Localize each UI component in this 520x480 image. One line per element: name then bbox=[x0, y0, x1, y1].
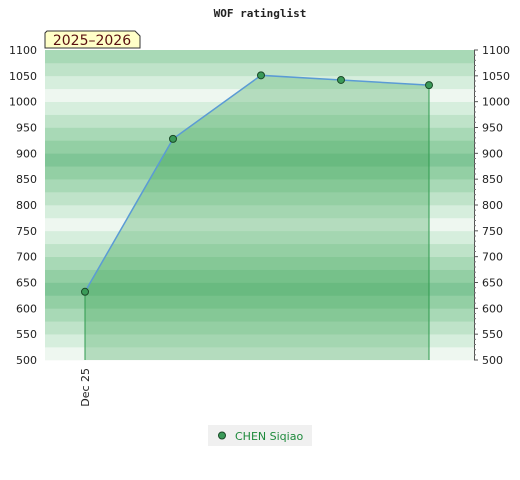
y-tick-label-right: 750 bbox=[482, 225, 503, 238]
background-band bbox=[45, 75, 474, 90]
background-band bbox=[45, 101, 474, 115]
background-band bbox=[45, 88, 474, 102]
y-tick-label-right: 850 bbox=[482, 173, 503, 186]
y-tick-label-left: 1050 bbox=[9, 70, 37, 83]
y-tick-label-right: 550 bbox=[482, 328, 503, 341]
y-tick-label-left: 950 bbox=[16, 122, 37, 135]
background-band bbox=[45, 295, 474, 309]
y-tick-label-right: 900 bbox=[482, 147, 503, 160]
legend: CHEN Siqiao bbox=[208, 425, 312, 446]
y-tick-label-right: 1100 bbox=[482, 44, 510, 57]
background-band bbox=[45, 140, 474, 154]
legend-series-label: CHEN Siqiao bbox=[235, 430, 303, 443]
y-tick-label-right: 500 bbox=[482, 354, 503, 367]
y-tick-label-right: 800 bbox=[482, 199, 503, 212]
background-band bbox=[45, 62, 474, 77]
y-tick-label-left: 650 bbox=[16, 277, 37, 290]
background-band bbox=[45, 192, 474, 206]
y-tick-label-right: 650 bbox=[482, 277, 503, 290]
background-band bbox=[45, 179, 474, 193]
y-axis-left: 500 550 600 650 700 750 800 850 900 950 1000 1050 11… bbox=[9, 44, 37, 367]
season-label: 2025–2026 bbox=[53, 33, 131, 49]
x-axis: Dec 25 bbox=[79, 368, 92, 407]
y-tick-label-left: 1100 bbox=[9, 44, 37, 57]
data-point bbox=[257, 71, 265, 80]
season-badge: 2025–2026 bbox=[44, 30, 141, 49]
background-band bbox=[45, 282, 474, 296]
season-badge-box bbox=[44, 30, 141, 49]
y-tick-label-right: 1050 bbox=[482, 70, 510, 83]
background-band bbox=[45, 230, 474, 245]
chart-title: WOF ratinglist bbox=[214, 7, 307, 20]
background-band bbox=[45, 50, 474, 64]
data-point bbox=[425, 81, 433, 90]
background-band bbox=[45, 269, 474, 283]
y-tick-label-left: 600 bbox=[16, 302, 37, 315]
data-point bbox=[81, 287, 89, 296]
y-tick-label-left: 800 bbox=[16, 199, 37, 212]
y-tick-label-right: 950 bbox=[482, 122, 503, 135]
y-tick-label-left: 1000 bbox=[9, 96, 37, 109]
data-point bbox=[337, 75, 345, 84]
legend-marker bbox=[218, 431, 226, 440]
background-band bbox=[45, 308, 474, 322]
background-band bbox=[45, 243, 474, 257]
background-band bbox=[45, 153, 474, 167]
y-axis-right: 500 550 600 650 700 750 800 850 900 950 1000 1050 11… bbox=[474, 44, 510, 367]
data-point bbox=[169, 134, 177, 143]
series-area bbox=[85, 75, 429, 361]
y-tick-label-left: 900 bbox=[16, 147, 37, 160]
y-tick-label-left: 850 bbox=[16, 173, 37, 186]
background-band bbox=[45, 205, 474, 219]
background-band bbox=[45, 334, 474, 348]
background-band bbox=[45, 347, 474, 361]
legend-box bbox=[208, 425, 312, 446]
y-tick-label-left: 700 bbox=[16, 251, 37, 264]
y-tick-label-left: 500 bbox=[16, 354, 37, 367]
x-tick-label: Dec 25 bbox=[79, 368, 92, 407]
background-band bbox=[45, 256, 474, 270]
y-tick-label-left: 550 bbox=[16, 328, 37, 341]
background-band bbox=[45, 127, 474, 141]
y-tick-label-right: 1000 bbox=[482, 96, 510, 109]
background-band bbox=[45, 321, 474, 335]
y-tick-label-right: 600 bbox=[482, 302, 503, 315]
background-band bbox=[45, 217, 474, 232]
series-area-layer bbox=[81, 71, 433, 361]
y-tick-label-left: 750 bbox=[16, 225, 37, 238]
y-tick-label-right: 700 bbox=[482, 251, 503, 264]
background-band bbox=[45, 114, 474, 128]
